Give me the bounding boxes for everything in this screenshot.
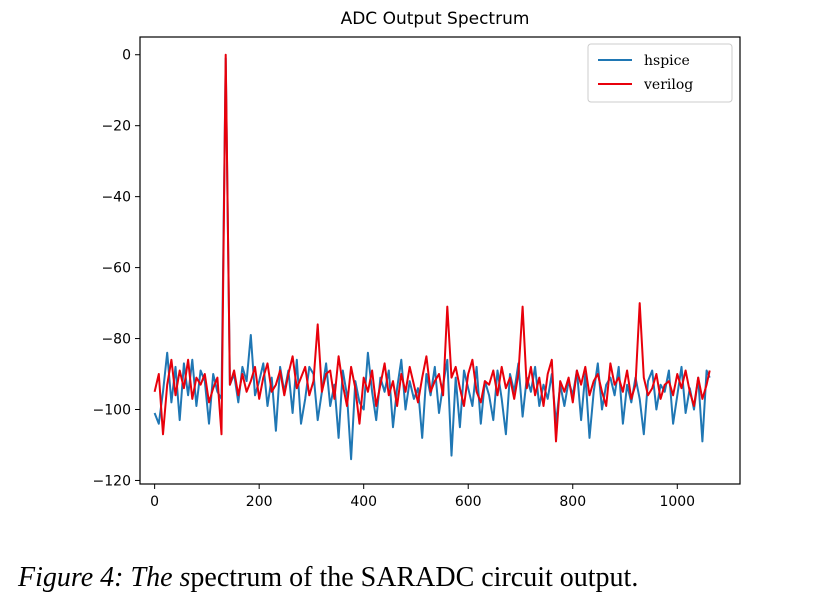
x-tick-label: 200 (246, 494, 273, 510)
y-tick-label: −120 (93, 473, 131, 489)
x-tick-label: 600 (455, 494, 482, 510)
legend: hspice verilog (587, 43, 733, 103)
x-tick-label: 400 (350, 494, 377, 510)
y-tick-label: −80 (101, 332, 131, 348)
plot-lines (153, 53, 711, 461)
chart-title: ADC Output Spectrum (341, 9, 530, 29)
figure-caption: Figure 4: The spectrum of the SARADC cir… (18, 562, 828, 594)
caption-italic-part: Figure 4: The s (18, 562, 191, 593)
x-axis: 0 200 400 600 800 1000 (150, 484, 695, 510)
legend-box (587, 43, 733, 103)
y-tick-label: 0 (122, 48, 131, 64)
y-axis: 0 −20 −40 −60 −80 −100 −120 (93, 48, 140, 489)
y-tick-label: −40 (101, 190, 131, 206)
x-tick-label: 0 (150, 494, 159, 510)
series-line-hspice (153, 57, 711, 461)
legend-label-hspice: hspice (644, 53, 690, 69)
x-tick-label: 1000 (659, 494, 695, 510)
legend-label-verilog: verilog (643, 77, 693, 93)
y-tick-label: −60 (101, 261, 131, 277)
caption-regular-part: pectrum of the SARADC circuit output. (190, 562, 639, 593)
spectrum-chart: ADC Output Spectrum 0 200 400 600 800 1000 0 −… (93, 9, 741, 510)
plot-frame (139, 36, 741, 485)
y-tick-label: −20 (101, 119, 131, 135)
y-tick-label: −100 (93, 403, 131, 419)
series-line-verilog (153, 53, 711, 443)
x-tick-label: 800 (559, 494, 586, 510)
